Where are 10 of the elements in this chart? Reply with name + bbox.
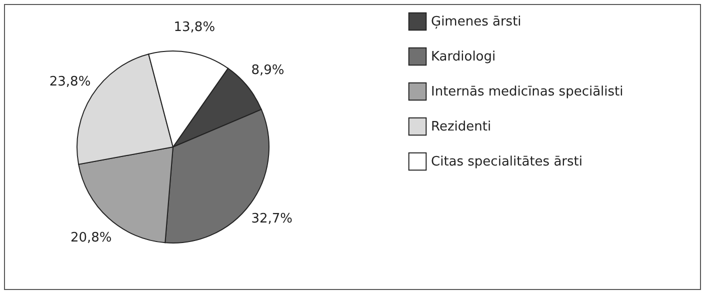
data-label: 8,9% xyxy=(251,63,284,78)
legend-label: Internās medicīnas speciālisti xyxy=(431,84,624,100)
data-label: 13,8% xyxy=(174,20,216,35)
legend-label: Rezidenti xyxy=(431,120,492,134)
data-label: 32,7% xyxy=(251,211,293,226)
legend-label: Citas specialitātes ārsti xyxy=(431,154,582,170)
data-label: 20,8% xyxy=(70,230,112,246)
legend-label: Kardiologi xyxy=(431,50,496,64)
data-label: 23,8% xyxy=(49,74,91,90)
legend-label: Ģimenes ārsti xyxy=(431,14,522,30)
